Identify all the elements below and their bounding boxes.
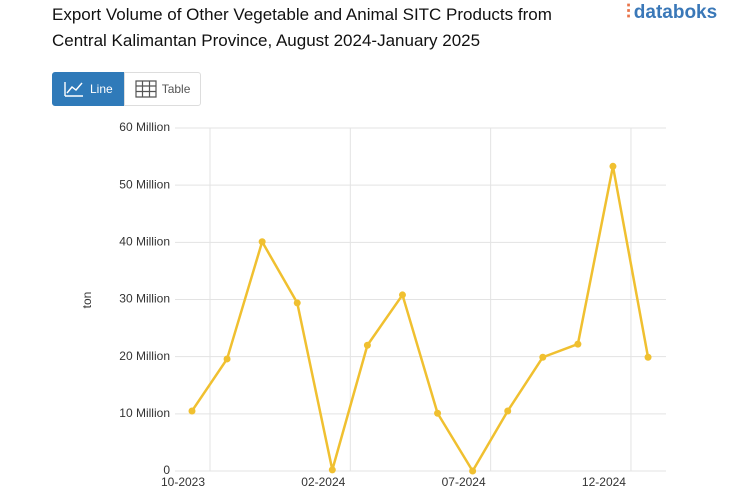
point bbox=[188, 407, 196, 415]
y-tick-label: 40 Million bbox=[119, 235, 170, 249]
line-button[interactable]: Line bbox=[52, 72, 124, 106]
point bbox=[223, 355, 231, 363]
point bbox=[363, 341, 371, 349]
point bbox=[504, 407, 512, 415]
logo: ⫶ databoks bbox=[626, 2, 718, 23]
y-tick-label: 0 bbox=[163, 463, 170, 477]
x-tick-label: 12-2024 bbox=[582, 475, 626, 489]
line-icon bbox=[64, 82, 83, 97]
x-tick-label: 02-2024 bbox=[301, 475, 345, 489]
y-tick-label: 50 Million bbox=[119, 177, 170, 191]
point bbox=[434, 409, 442, 417]
point bbox=[258, 238, 266, 246]
y-tick-label: 10 Million bbox=[119, 406, 170, 420]
line-label: Line bbox=[90, 82, 113, 96]
x-tick-label: 07-2024 bbox=[442, 475, 486, 489]
point bbox=[644, 353, 652, 361]
line bbox=[190, 165, 650, 473]
point bbox=[398, 291, 406, 299]
table-label: Table bbox=[161, 82, 191, 96]
y-tick-label: 20 Million bbox=[119, 349, 170, 363]
point bbox=[469, 467, 477, 475]
point bbox=[574, 340, 582, 348]
y-axis-label: ton bbox=[80, 292, 94, 309]
logo-text: databoks bbox=[633, 2, 718, 23]
point bbox=[328, 466, 336, 474]
table-icon bbox=[135, 80, 157, 98]
point bbox=[609, 162, 617, 170]
chart-title: Export Volume of Other Vegetable and Ani… bbox=[52, 5, 552, 50]
y-tick-label: 60 Million bbox=[119, 120, 170, 134]
table-button[interactable]: Table bbox=[123, 72, 202, 106]
point bbox=[539, 353, 547, 361]
point bbox=[293, 299, 301, 307]
x-tick-label: 10-2023 bbox=[161, 475, 205, 489]
y-tick-label: 30 Million bbox=[119, 292, 170, 306]
view-toggle: Line Table bbox=[52, 72, 202, 106]
